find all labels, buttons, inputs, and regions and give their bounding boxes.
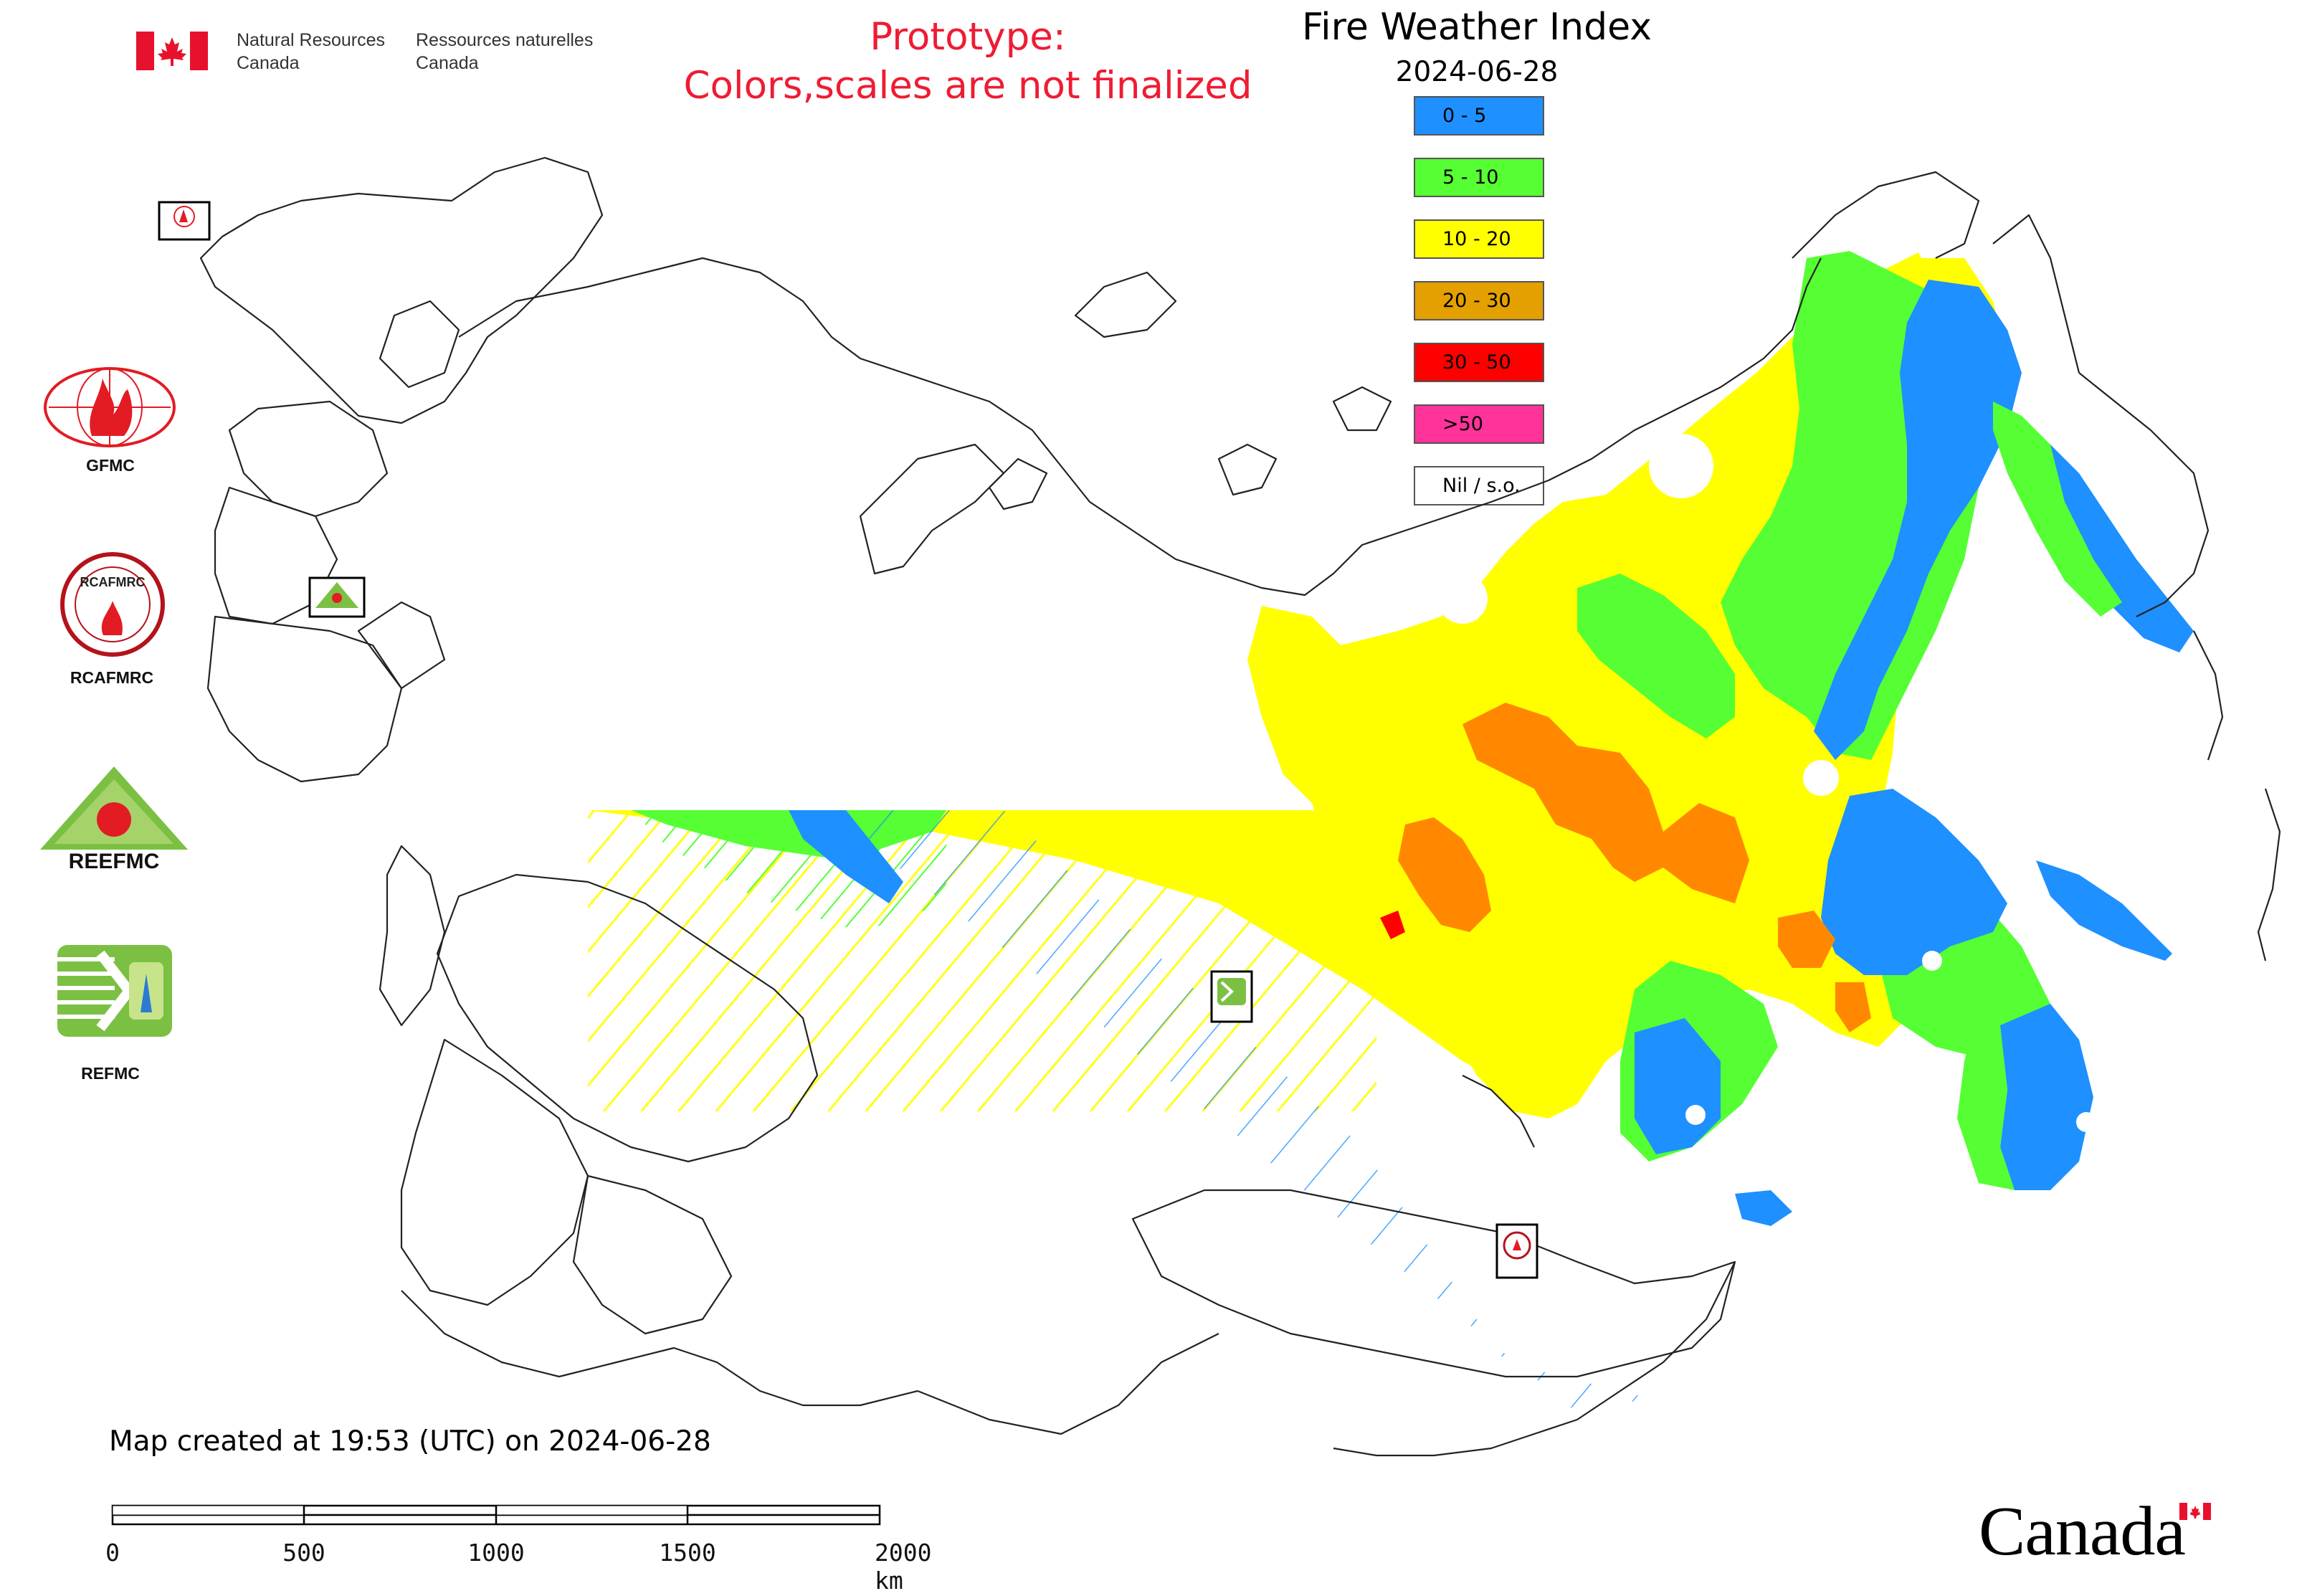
refmc-label: REFMC bbox=[81, 1064, 140, 1083]
scale-bar-graphic bbox=[111, 1504, 881, 1526]
map-marker-gfmc[interactable] bbox=[158, 201, 211, 241]
fwi-zone-orange bbox=[1462, 703, 1749, 903]
map-date: 2024-06-28 bbox=[1395, 56, 1559, 88]
rcafmrc-label: RCAFMRC bbox=[70, 668, 154, 687]
map-marker-rcafmrc[interactable] bbox=[1495, 1223, 1538, 1279]
legend-item-30-50: 30 - 50 bbox=[1414, 343, 1544, 382]
country-outlines bbox=[199, 156, 2281, 1457]
legend-item-5-10: 5 - 10 bbox=[1414, 158, 1544, 197]
nrcan-signature: Natural Resources Canada Ressources natu… bbox=[136, 27, 602, 77]
canada-flag-icon bbox=[136, 32, 208, 70]
scale-tick-1000: 1000 bbox=[467, 1539, 525, 1567]
prototype-notice-line1: Prototype: bbox=[870, 15, 1066, 59]
fwi-raster bbox=[588, 215, 2194, 1412]
legend-item-nil: Nil / s.o. bbox=[1414, 466, 1544, 505]
canada-wordmark-flag-icon bbox=[2179, 1503, 2211, 1520]
legend-item-over-50: >50 bbox=[1414, 404, 1544, 444]
prototype-notice: Prototype: Colors,scales are not finaliz… bbox=[645, 13, 1290, 110]
map-title: Fire Weather Index bbox=[1302, 6, 1652, 49]
scale-tick-1500: 1500 bbox=[659, 1539, 716, 1567]
map-marker-reefmc[interactable] bbox=[308, 576, 366, 618]
gfmc-label: GFMC bbox=[86, 456, 135, 475]
legend-item-0-5: 0 - 5 bbox=[1414, 96, 1544, 136]
map-created-timestamp: Map created at 19:53 (UTC) on 2024-06-28 bbox=[109, 1425, 711, 1458]
rcafmrc-logo: RCAFMRC bbox=[60, 552, 165, 657]
reefmc-logo: REEFMC bbox=[40, 766, 188, 871]
scale-tick-500: 500 bbox=[282, 1539, 325, 1567]
svg-text:REEFMC: REEFMC bbox=[69, 850, 160, 871]
prototype-notice-line2: Colors,scales are not finalized bbox=[683, 64, 1252, 108]
legend-item-20-30: 20 - 30 bbox=[1414, 281, 1544, 320]
agency-name-fr: Ressources naturelles Canada bbox=[416, 30, 594, 73]
scale-tick-2000: 2000 km bbox=[875, 1539, 932, 1595]
legend-item-10-20: 10 - 20 bbox=[1414, 219, 1544, 259]
map-marker-refmc[interactable] bbox=[1210, 970, 1253, 1023]
scale-tick-0: 0 bbox=[105, 1539, 120, 1567]
scale-bar: 0 500 1000 1500 2000 km bbox=[93, 1497, 982, 1595]
agency-name-en: Natural Resources Canada bbox=[237, 30, 386, 73]
refmc-logo bbox=[57, 945, 172, 1037]
fwi-zone-blue-east bbox=[1814, 280, 2022, 760]
canada-wordmark: Canada bbox=[1979, 1493, 2186, 1570]
gfmc-logo bbox=[44, 367, 176, 447]
svg-text:RCAFMRC: RCAFMRC bbox=[80, 575, 146, 589]
